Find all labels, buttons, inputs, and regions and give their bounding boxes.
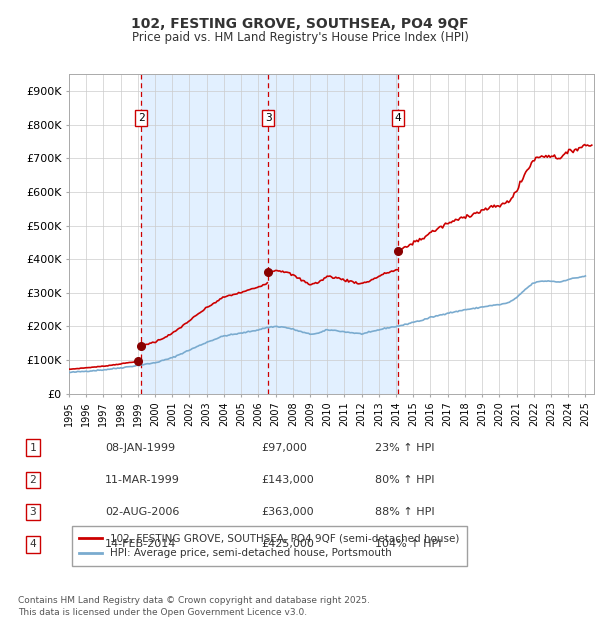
Text: £97,000: £97,000 [261, 443, 307, 453]
Text: 104% ↑ HPI: 104% ↑ HPI [375, 539, 442, 549]
Text: 3: 3 [29, 507, 37, 517]
Text: 102, FESTING GROVE, SOUTHSEA, PO4 9QF: 102, FESTING GROVE, SOUTHSEA, PO4 9QF [131, 17, 469, 30]
Text: Price paid vs. HM Land Registry's House Price Index (HPI): Price paid vs. HM Land Registry's House … [131, 31, 469, 43]
Text: 2: 2 [138, 113, 145, 123]
Text: 3: 3 [265, 113, 272, 123]
Text: 23% ↑ HPI: 23% ↑ HPI [375, 443, 434, 453]
Text: 4: 4 [395, 113, 401, 123]
Legend: 102, FESTING GROVE, SOUTHSEA, PO4 9QF (semi-detached house), HPI: Average price,: 102, FESTING GROVE, SOUTHSEA, PO4 9QF (s… [71, 526, 467, 565]
Text: Contains HM Land Registry data © Crown copyright and database right 2025.
This d: Contains HM Land Registry data © Crown c… [18, 596, 370, 617]
Text: 88% ↑ HPI: 88% ↑ HPI [375, 507, 434, 517]
Text: 14-FEB-2014: 14-FEB-2014 [105, 539, 176, 549]
Text: £143,000: £143,000 [261, 475, 314, 485]
Text: 02-AUG-2006: 02-AUG-2006 [105, 507, 179, 517]
Text: 08-JAN-1999: 08-JAN-1999 [105, 443, 175, 453]
Text: 1: 1 [29, 443, 37, 453]
Text: £425,000: £425,000 [261, 539, 314, 549]
Text: 2: 2 [29, 475, 37, 485]
Bar [141, 74, 398, 394]
Text: £363,000: £363,000 [261, 507, 314, 517]
Text: 11-MAR-1999: 11-MAR-1999 [105, 475, 180, 485]
Text: 4: 4 [29, 539, 37, 549]
Text: 80% ↑ HPI: 80% ↑ HPI [375, 475, 434, 485]
